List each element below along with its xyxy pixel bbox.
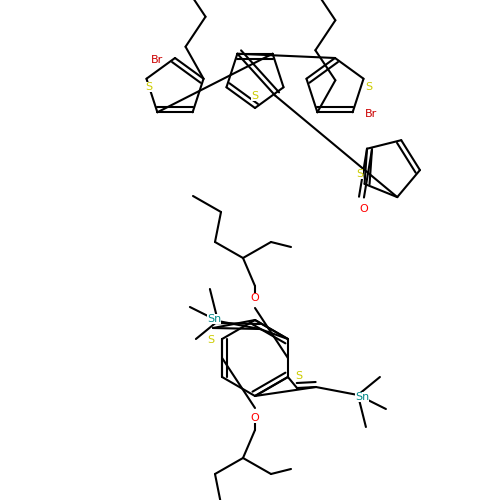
Text: O: O bbox=[360, 204, 368, 214]
Text: Sn: Sn bbox=[207, 314, 221, 324]
Text: Br: Br bbox=[364, 110, 377, 120]
Text: Br: Br bbox=[151, 55, 163, 65]
Text: S: S bbox=[356, 169, 363, 179]
Text: Sn: Sn bbox=[355, 392, 369, 402]
Text: O: O bbox=[250, 413, 260, 423]
Text: S: S bbox=[296, 371, 302, 381]
Text: S: S bbox=[145, 82, 152, 92]
Text: O: O bbox=[250, 293, 260, 303]
Text: S: S bbox=[252, 91, 258, 101]
Text: S: S bbox=[365, 82, 372, 92]
Text: S: S bbox=[208, 335, 214, 345]
